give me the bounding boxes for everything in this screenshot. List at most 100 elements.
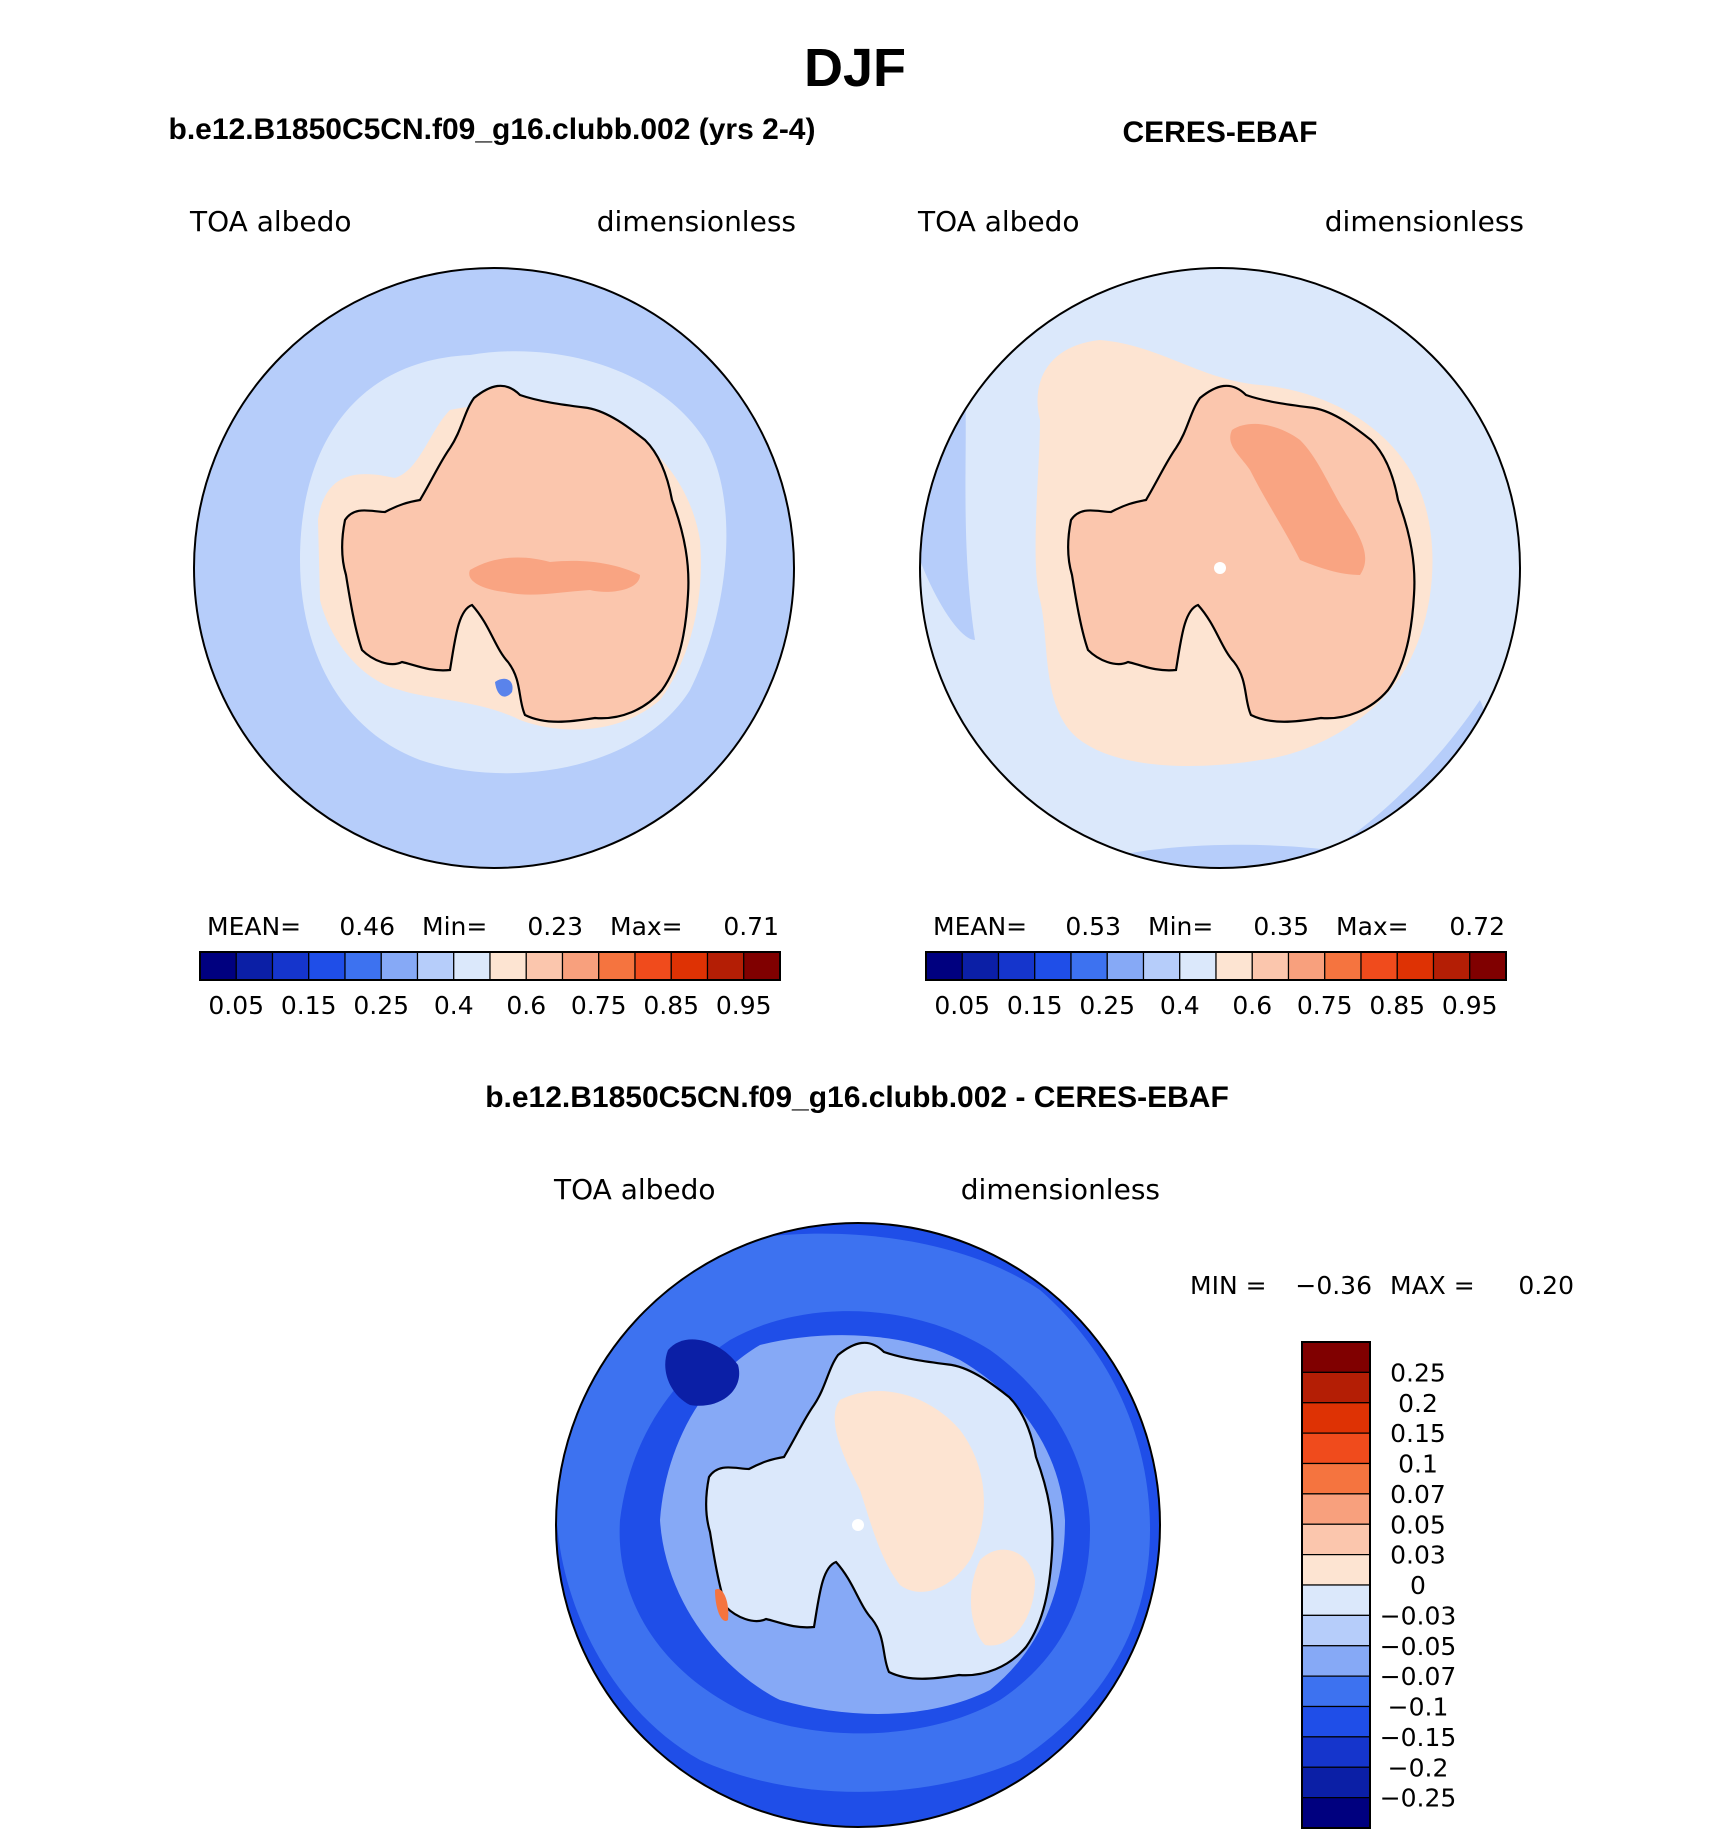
panel-obs-right-label: dimensionless bbox=[1325, 205, 1524, 238]
panel-diff-colorbar-tick-label: 0.1 bbox=[1398, 1450, 1438, 1479]
panel-diff-map bbox=[556, 1223, 1160, 1827]
panel-obs-colorbar-tick-label: 0.6 bbox=[1232, 991, 1272, 1020]
panel-model-colorbar-swatch bbox=[670, 951, 709, 981]
panel-obs-max-value: 0.72 bbox=[1449, 912, 1505, 941]
panel-obs-colorbar: 0.05 0.15 0.25 0.4 0.6 0.75 0.85 0.95 bbox=[925, 951, 1507, 1020]
panel-obs-mean-label: MEAN= bbox=[933, 912, 1027, 941]
panel-model-colorbar-swatch bbox=[561, 951, 600, 981]
panel-model-min-label: Min= bbox=[422, 912, 487, 941]
panel-obs-colorbar-tick-label: 0.4 bbox=[1160, 991, 1200, 1020]
panel-model-colorbar-swatch bbox=[344, 951, 382, 981]
panel-obs-min-label: Min= bbox=[1148, 912, 1213, 941]
panel-obs-stats: MEAN= 0.53 Min= 0.35 Max= 0.72 bbox=[933, 912, 1505, 941]
panel-model-colorbar-tick-label: 0.85 bbox=[643, 991, 699, 1020]
panel-model-colorbar-tick-label: 0.6 bbox=[506, 991, 546, 1020]
panel-obs-colorbar-swatch bbox=[925, 951, 963, 981]
panel-model-colorbar-swatch bbox=[525, 951, 564, 981]
panel-diff-colorbar-swatch bbox=[1301, 1432, 1371, 1465]
panel-diff-colorbar-tick-label: −0.25 bbox=[1380, 1784, 1457, 1813]
panel-model-stats: MEAN= 0.46 Min= 0.23 Max= 0.71 bbox=[207, 912, 779, 941]
panel-obs-pole-hole bbox=[1214, 562, 1226, 574]
panel-diff-colorbar-swatch bbox=[1301, 1584, 1371, 1616]
panel-model-colorbar-swatch bbox=[743, 951, 781, 981]
panel-obs-colorbar-tick-label: 0.95 bbox=[1442, 991, 1498, 1020]
panel-diff-colorbar-tick-label: −0.15 bbox=[1380, 1723, 1457, 1752]
panel-model-colorbar-tick-label: 0.15 bbox=[281, 991, 337, 1020]
panel-diff-colorbar-swatch bbox=[1301, 1523, 1371, 1556]
panel-diff-min-label: MIN = bbox=[1190, 1271, 1267, 1300]
panel-diff-continent-positive bbox=[834, 1391, 984, 1592]
panel-model-colorbar-tick-label: 0.4 bbox=[434, 991, 474, 1020]
panel-obs-colorbar-swatch bbox=[1215, 951, 1253, 981]
panel-diff-colorbar-swatch bbox=[1301, 1462, 1371, 1495]
panel-obs-colorbar-swatch bbox=[1142, 951, 1181, 981]
season-title: DJF bbox=[804, 38, 906, 98]
panel-obs-map-border bbox=[919, 267, 1521, 869]
panel-diff-colorbar-swatch bbox=[1301, 1614, 1371, 1647]
panel-diff: b.e12.B1850C5CN.f09_g16.clubb.002 - CERE… bbox=[485, 1081, 1574, 1829]
panel-obs-colorbar-swatch bbox=[1469, 951, 1507, 981]
panel-model-colorbar-swatch bbox=[235, 951, 274, 981]
panel-diff-colorbar-tick-label: 0.07 bbox=[1390, 1480, 1446, 1509]
panel-obs: CERES-EBAF TOA albedo dimensionless MEAN… bbox=[917, 116, 1524, 1020]
panel-diff-map-border bbox=[555, 1222, 1161, 1828]
panel-model-colorbar-swatch bbox=[453, 951, 491, 981]
panel-diff-colorbar-swatch bbox=[1301, 1645, 1371, 1677]
panel-diff-coastal-positive bbox=[715, 1589, 729, 1621]
panel-diff-max-label: MAX = bbox=[1390, 1271, 1475, 1300]
panel-diff-colorbar: 0.250.20.150.10.070.050.030−0.03−0.05−0.… bbox=[1301, 1341, 1457, 1829]
panel-diff-colorbar-tick-label: 0 bbox=[1410, 1571, 1426, 1600]
panel-model-left-label: TOA albedo bbox=[189, 205, 352, 238]
panel-obs-colorbar-swatch bbox=[997, 951, 1036, 981]
panel-diff-colorbar-swatch bbox=[1301, 1766, 1371, 1799]
panel-model-mean-value: 0.46 bbox=[339, 912, 395, 941]
panel-model-continent-max bbox=[469, 557, 640, 595]
panel-obs-colorbar-swatch bbox=[1360, 951, 1398, 981]
panel-diff-colorbar-tick-label: −0.1 bbox=[1388, 1693, 1449, 1722]
panel-obs-colorbar-swatch bbox=[1106, 951, 1145, 981]
panel-obs-colorbar-frame bbox=[925, 951, 1507, 981]
panel-model-right-label: dimensionless bbox=[597, 205, 796, 238]
panel-obs-colorbar-swatch bbox=[1070, 951, 1108, 981]
panel-model-max-value: 0.71 bbox=[723, 912, 779, 941]
panel-diff-colorbar-tick-label: −0.07 bbox=[1380, 1662, 1457, 1691]
panel-model-max-label: Max= bbox=[610, 912, 683, 941]
panel-diff-colorbar-tick-label: 0.15 bbox=[1390, 1419, 1446, 1448]
panel-model-colorbar-swatch bbox=[199, 951, 237, 981]
panel-model-colorbar-tick-label: 0.25 bbox=[353, 991, 409, 1020]
panel-obs-mean-value: 0.53 bbox=[1065, 912, 1121, 941]
panel-obs-max-label: Max= bbox=[1336, 912, 1409, 941]
panel-model-ross-low bbox=[495, 678, 513, 697]
panel-model-colorbar-swatch bbox=[416, 951, 455, 981]
panel-diff-title: b.e12.B1850C5CN.f09_g16.clubb.002 - CERE… bbox=[485, 1081, 1229, 1114]
panel-model-mean-label: MEAN= bbox=[207, 912, 301, 941]
panel-diff-colorbar-swatch bbox=[1301, 1402, 1371, 1434]
panel-diff-colorbar-tick-label: 0.03 bbox=[1390, 1541, 1446, 1570]
panel-diff-deep-negative bbox=[665, 1339, 740, 1406]
panel-diff-colorbar-swatch bbox=[1301, 1797, 1371, 1829]
panel-diff-colorbar-swatch bbox=[1301, 1493, 1371, 1525]
panel-diff-colorbar-swatch bbox=[1301, 1554, 1371, 1586]
panel-diff-colorbar-swatch bbox=[1301, 1371, 1371, 1404]
panel-obs-colorbar-tick-label: 0.15 bbox=[1007, 991, 1063, 1020]
panel-diff-left-label: TOA albedo bbox=[553, 1173, 716, 1206]
panel-diff-colorbar-frame bbox=[1301, 1341, 1371, 1829]
panel-obs-colorbar-tick-label: 0.75 bbox=[1297, 991, 1353, 1020]
panel-obs-colorbar-swatch bbox=[1287, 951, 1326, 981]
panel-obs-colorbar-swatch bbox=[1396, 951, 1435, 981]
panel-model-colorbar-frame bbox=[199, 951, 781, 981]
panel-obs-colorbar-tick-label: 0.05 bbox=[934, 991, 990, 1020]
panel-diff-colorbar-tick-label: −0.05 bbox=[1380, 1632, 1457, 1661]
panel-diff-colorbar-swatch bbox=[1301, 1675, 1371, 1708]
panel-diff-colorbar-tick-label: 0.25 bbox=[1390, 1358, 1446, 1387]
panel-diff-min-value: −0.36 bbox=[1295, 1271, 1372, 1300]
panel-obs-colorbar-swatch bbox=[1324, 951, 1362, 981]
panel-diff-right-label: dimensionless bbox=[961, 1173, 1160, 1206]
panel-obs-colorbar-swatch bbox=[961, 951, 1000, 981]
panel-obs-colorbar-swatch bbox=[1251, 951, 1290, 981]
panel-model-colorbar-swatch bbox=[489, 951, 527, 981]
panel-model-colorbar-swatch bbox=[380, 951, 419, 981]
panel-model-map-border bbox=[193, 267, 795, 869]
panel-diff-stats: MIN = −0.36 MAX = 0.20 bbox=[1190, 1271, 1574, 1300]
